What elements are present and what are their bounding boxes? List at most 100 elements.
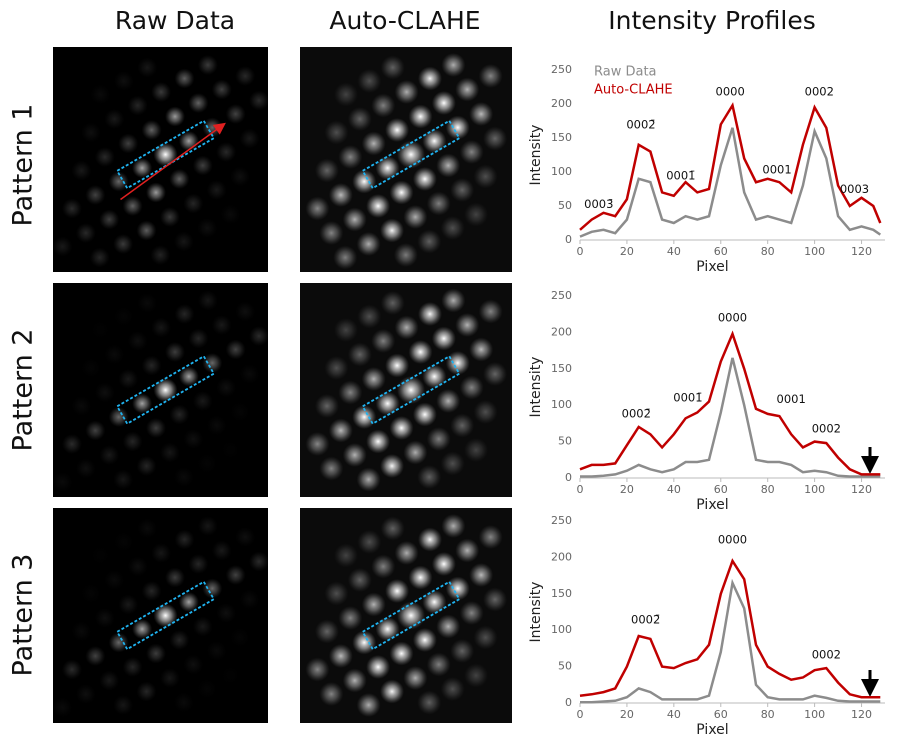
- diffraction-spot: [94, 608, 115, 628]
- diffraction-spot: [417, 229, 442, 254]
- diffraction-spot: [192, 155, 213, 176]
- line-series: [580, 578, 881, 704]
- diffraction-spot: [235, 527, 256, 547]
- y-tick-label: 200: [551, 97, 572, 110]
- line-series: [579, 127, 882, 238]
- y-axis-title: Intensity: [528, 582, 544, 643]
- diffraction-spot: [338, 606, 363, 630]
- diffraction-spot: [324, 120, 349, 145]
- diffraction-spot: [333, 318, 358, 342]
- diffraction-spot: [225, 339, 246, 360]
- diffraction-spot: [221, 666, 241, 686]
- diffraction-spot: [412, 402, 437, 427]
- x-tick-label: 120: [851, 245, 872, 258]
- diffraction-spot: [141, 120, 162, 140]
- diffraction-spot: [375, 391, 400, 416]
- diffraction-spot: [380, 218, 404, 243]
- diffraction-spot: [397, 601, 425, 630]
- y-tick-label: 200: [551, 325, 572, 338]
- diffraction-spot: [113, 71, 134, 91]
- diffraction-spot: [426, 652, 451, 677]
- y-tick-label: 100: [551, 165, 572, 178]
- y-tick-label: 100: [551, 623, 572, 636]
- annotation: 0002̄: [626, 118, 655, 132]
- diffraction-spot: [99, 209, 120, 230]
- diffraction-spot: [249, 326, 270, 346]
- diffraction-spot: [469, 563, 494, 587]
- column-header: Intensity Profiles: [608, 6, 816, 35]
- diffraction-spot: [408, 340, 433, 364]
- diffraction-spot: [356, 693, 381, 717]
- diffraction-spot: [426, 427, 451, 451]
- diffraction-spot: [389, 416, 414, 440]
- diffraction-spot: [459, 375, 484, 400]
- x-tick-label: 20: [620, 483, 634, 496]
- annotation: 0001: [777, 392, 806, 406]
- diffraction-spot: [216, 377, 237, 398]
- diffraction-spot: [230, 628, 250, 648]
- diffraction-spot: [305, 657, 330, 682]
- x-tick-label: 20: [620, 708, 634, 721]
- diffraction-spot: [211, 540, 232, 561]
- diffraction-spot: [431, 326, 456, 351]
- diffraction-spot: [188, 328, 209, 349]
- y-axis-title: Intensity: [528, 357, 544, 418]
- diffraction-spot: [197, 290, 218, 311]
- diffraction-spot: [225, 104, 246, 124]
- diffraction-spot: [371, 329, 396, 353]
- diffraction-spot: [230, 166, 251, 187]
- diffraction-spot: [85, 185, 106, 205]
- diffraction-spot: [151, 543, 172, 563]
- diffraction-spot: [441, 53, 466, 77]
- row-label: Pattern 3: [8, 554, 39, 677]
- diffraction-spot: [371, 93, 396, 118]
- diffraction-spot: [151, 317, 172, 338]
- diffraction-spot: [380, 679, 404, 704]
- diffraction-spot: [197, 679, 217, 699]
- y-tick-label: 0: [565, 233, 572, 246]
- diffraction-spot: [113, 469, 134, 490]
- diffraction-spot: [136, 456, 157, 476]
- diffraction-spot: [361, 367, 386, 391]
- diffraction-spot: [314, 158, 339, 183]
- diffraction-spot: [319, 221, 344, 245]
- diffraction-spot: [174, 529, 195, 550]
- diffraction-spot: [173, 467, 194, 487]
- profile-box: [115, 355, 216, 425]
- annotation: 0001: [762, 162, 791, 176]
- diffraction-spot: [314, 619, 339, 644]
- diffraction-spot: [183, 429, 204, 449]
- diffraction-spot: [333, 82, 358, 107]
- diffraction-spot: [85, 646, 106, 666]
- diffraction-spot: [188, 93, 209, 113]
- diffraction-spot: [108, 632, 129, 653]
- diffraction-spot: [216, 603, 237, 623]
- legend-entry: Raw Data: [594, 65, 657, 80]
- diffraction-spot: [118, 594, 139, 615]
- diffraction-spot: [319, 682, 344, 706]
- diffraction-spot: [202, 353, 223, 373]
- diffraction-spot: [216, 142, 237, 162]
- diffraction-spot: [389, 641, 414, 666]
- diffraction-spot: [75, 223, 96, 243]
- column-header: Auto-CLAHE: [329, 6, 480, 35]
- diffraction-spot: [136, 681, 157, 702]
- y-tick-label: 250: [551, 63, 572, 76]
- diffraction-spot: [104, 344, 125, 365]
- diffraction-spot: [108, 407, 129, 427]
- annotation: 0002̄: [631, 613, 660, 627]
- diffraction-spot: [450, 178, 475, 202]
- diffraction-spot: [417, 465, 442, 489]
- diffraction-spot: [422, 129, 447, 153]
- diffraction-spot: [71, 160, 92, 181]
- diffraction-spot: [431, 91, 456, 115]
- diffraction-spot: [169, 630, 190, 650]
- diffraction-spot: [305, 432, 330, 456]
- diffraction-spot: [431, 552, 456, 576]
- diffraction-spot: [352, 630, 377, 655]
- column-header: Raw Data: [115, 6, 235, 35]
- diffraction-spot: [99, 445, 120, 465]
- diffraction-spot: [127, 556, 148, 577]
- row-label: Pattern 1: [8, 104, 39, 227]
- diffraction-spot: [397, 376, 425, 404]
